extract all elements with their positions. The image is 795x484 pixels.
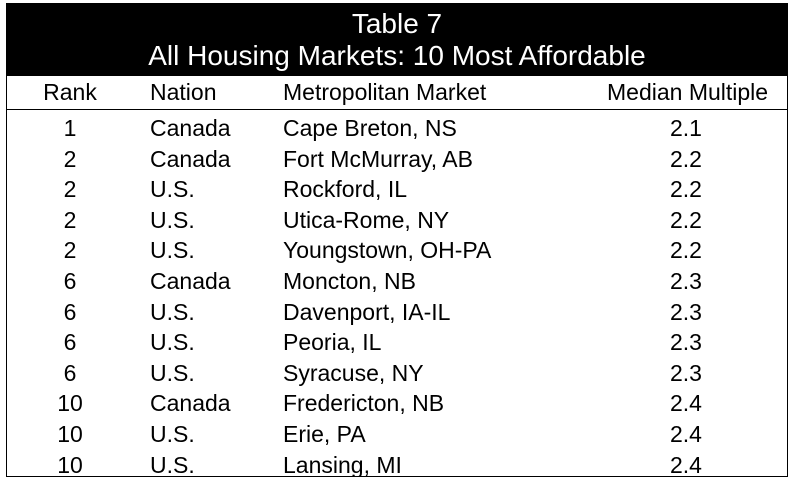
table-row: 6 U.S. Syracuse, NY 2.3 — [7, 358, 787, 389]
cell-nation: Canada — [150, 115, 231, 141]
header-rank: Rank — [43, 79, 97, 105]
cell-nation: U.S. — [150, 451, 195, 477]
table-row: 10 U.S. Erie, PA 2.4 — [7, 419, 787, 450]
cell-rank: 2 — [63, 206, 77, 233]
cell-metropolitan-market: Davenport, IA-IL — [283, 298, 451, 325]
cell-nation: U.S. — [150, 298, 195, 325]
cell-metropolitan-market: Lansing, MI — [283, 451, 402, 477]
cell-metropolitan-market: Erie, PA — [283, 420, 366, 447]
cell-median-multiple: 2.2 — [670, 206, 702, 233]
cell-rank: 6 — [63, 359, 77, 386]
cell-median-multiple: 2.1 — [670, 115, 702, 141]
cell-rank: 10 — [57, 390, 83, 417]
header-median-multiple: Median Multiple — [607, 79, 769, 105]
table-row: 2 Canada Fort McMurray, AB 2.2 — [7, 144, 787, 175]
cell-median-multiple: 2.3 — [670, 298, 702, 325]
header-metropolitan-market: Metropolitan Market — [283, 79, 487, 105]
table-row: 6 Canada Moncton, NB 2.3 — [7, 266, 787, 297]
table-row: 10 U.S. Lansing, MI 2.4 — [7, 450, 787, 477]
cell-rank: 6 — [63, 267, 77, 294]
table-row: 2 U.S. Youngstown, OH-PA 2.2 — [7, 235, 787, 266]
table-row: 6 U.S. Davenport, IA-IL 2.3 — [7, 297, 787, 328]
cell-rank: 6 — [63, 329, 77, 356]
cell-nation: Canada — [150, 267, 231, 294]
table-header-row: Rank Nation Metropolitan Market Median M… — [7, 76, 787, 110]
cell-median-multiple: 2.2 — [670, 176, 702, 203]
cell-rank: 10 — [57, 420, 83, 447]
table-row: 2 U.S. Utica-Rome, NY 2.2 — [7, 205, 787, 236]
cell-nation: U.S. — [150, 329, 195, 356]
cell-median-multiple: 2.4 — [670, 420, 702, 447]
cell-median-multiple: 2.2 — [670, 145, 702, 172]
cell-rank: 6 — [63, 298, 77, 325]
cell-metropolitan-market: Utica-Rome, NY — [283, 206, 450, 233]
table-row: 6 U.S. Peoria, IL 2.3 — [7, 327, 787, 358]
cell-rank: 2 — [63, 145, 77, 172]
cell-metropolitan-market: Fort McMurray, AB — [283, 145, 473, 172]
header-nation: Nation — [150, 79, 217, 105]
table-row: 1 Canada Cape Breton, NS 2.1 — [7, 113, 787, 144]
table-body: 1 Canada Cape Breton, NS 2.1 2 Canada Fort McM… — [7, 113, 787, 477]
cell-median-multiple: 2.3 — [670, 359, 702, 386]
cell-metropolitan-market: Rockford, IL — [283, 176, 407, 203]
cell-rank: 2 — [63, 176, 77, 203]
cell-nation: U.S. — [150, 237, 195, 264]
cell-metropolitan-market: Youngstown, OH-PA — [283, 237, 492, 264]
cell-median-multiple: 2.2 — [670, 237, 702, 264]
cell-rank: 10 — [57, 451, 83, 477]
cell-nation: Canada — [150, 145, 231, 172]
table-title-bar: Table 7 All Housing Markets: 10 Most Aff… — [7, 4, 787, 76]
cell-metropolitan-market: Fredericton, NB — [283, 390, 445, 417]
affordability-table: Table 7 All Housing Markets: 10 Most Aff… — [6, 3, 788, 477]
cell-median-multiple: 2.4 — [670, 390, 702, 417]
cell-metropolitan-market: Syracuse, NY — [283, 359, 424, 386]
table-number: Table 7 — [351, 8, 443, 39]
table-title: All Housing Markets: 10 Most Affordable — [148, 40, 646, 71]
cell-rank: 2 — [63, 237, 77, 264]
table-row: 2 U.S. Rockford, IL 2.2 — [7, 174, 787, 205]
cell-median-multiple: 2.4 — [670, 451, 702, 477]
cell-median-multiple: 2.3 — [670, 267, 702, 294]
cell-nation: U.S. — [150, 206, 195, 233]
cell-median-multiple: 2.3 — [670, 329, 702, 356]
cell-rank: 1 — [63, 115, 77, 141]
cell-metropolitan-market: Moncton, NB — [283, 267, 416, 294]
cell-metropolitan-market: Cape Breton, NS — [283, 115, 457, 141]
cell-nation: U.S. — [150, 359, 195, 386]
cell-nation: Canada — [150, 390, 231, 417]
cell-metropolitan-market: Peoria, IL — [283, 329, 382, 356]
table-row: 10 Canada Fredericton, NB 2.4 — [7, 388, 787, 419]
cell-nation: U.S. — [150, 420, 195, 447]
cell-nation: U.S. — [150, 176, 195, 203]
